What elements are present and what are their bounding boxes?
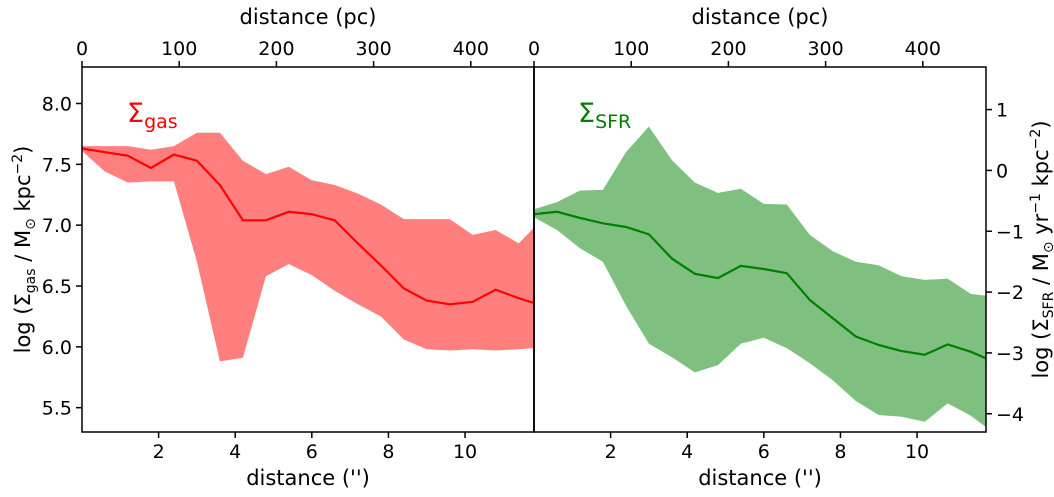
left-x2-tick-label: 100 xyxy=(161,38,197,60)
left-x-tick-label: 8 xyxy=(382,441,394,463)
right-x2-tick-label: 0 xyxy=(528,38,540,60)
right-y-tick-label: −2 xyxy=(996,282,1024,304)
left-x-tick-label: 2 xyxy=(153,441,165,463)
right-x-axis-label: distance ('') xyxy=(698,466,822,490)
right-y-tick-label: 0 xyxy=(996,160,1008,182)
right-series-label: ΣSFR xyxy=(578,98,631,133)
left-y-tick-label: 7.5 xyxy=(42,154,72,176)
right-x-tick-label: 2 xyxy=(605,441,617,463)
right-median-line xyxy=(533,210,987,360)
left-x2-tick-label: 200 xyxy=(258,38,294,60)
left-x-tick-label: 6 xyxy=(306,441,318,463)
right-x-tick-label: 4 xyxy=(681,441,693,463)
right-y-tick-label: −1 xyxy=(996,221,1024,243)
right-x2-axis-label: distance (pc) xyxy=(692,5,829,29)
left-y-tick-label: 6.0 xyxy=(42,337,72,359)
left-y-tick-label: 6.5 xyxy=(42,276,72,298)
right-x-tick-label: 8 xyxy=(834,441,846,463)
left-x-tick-label: 4 xyxy=(229,441,241,463)
left-median-line xyxy=(81,147,535,306)
right-x2-tick-label: 200 xyxy=(710,38,746,60)
left-y-tick-label: 5.5 xyxy=(42,398,72,420)
right-x-tick-label: 10 xyxy=(905,441,929,463)
left-x2-tick-label: 0 xyxy=(76,38,88,60)
left-series-label: Σgas xyxy=(127,98,178,133)
right-x2-tick-label: 300 xyxy=(807,38,843,60)
left-x-axis-label: distance ('') xyxy=(246,466,370,490)
right-x2-tick-label: 100 xyxy=(613,38,649,60)
right-range-band xyxy=(534,126,986,428)
right-y-tick-label: 1 xyxy=(996,100,1008,122)
right-y-tick-label: −3 xyxy=(996,343,1024,365)
left-y-axis-label: log (Σgas / M⊙ kpc−2) xyxy=(10,146,39,354)
left-y-tick-label: 8.0 xyxy=(42,94,72,116)
left-x-tick-label: 10 xyxy=(453,441,477,463)
left-x2-axis-label: distance (pc) xyxy=(240,5,377,29)
right-x2-tick-label: 400 xyxy=(905,38,941,60)
left-range-band xyxy=(82,132,534,362)
left-y-tick-label: 7.0 xyxy=(42,215,72,237)
right-y-tick-label: −4 xyxy=(996,404,1024,426)
right-x-tick-label: 6 xyxy=(758,441,770,463)
right-y-axis-label: log (ΣSFR / M⊙ yr−1 kpc−2) xyxy=(1028,120,1054,378)
left-panel: 2 4 6 8 100 100 200 300 4005.56.06.57.07.58.0dis… xyxy=(10,5,535,490)
left-x2-tick-label: 300 xyxy=(355,38,391,60)
left-x2-tick-label: 400 xyxy=(453,38,489,60)
